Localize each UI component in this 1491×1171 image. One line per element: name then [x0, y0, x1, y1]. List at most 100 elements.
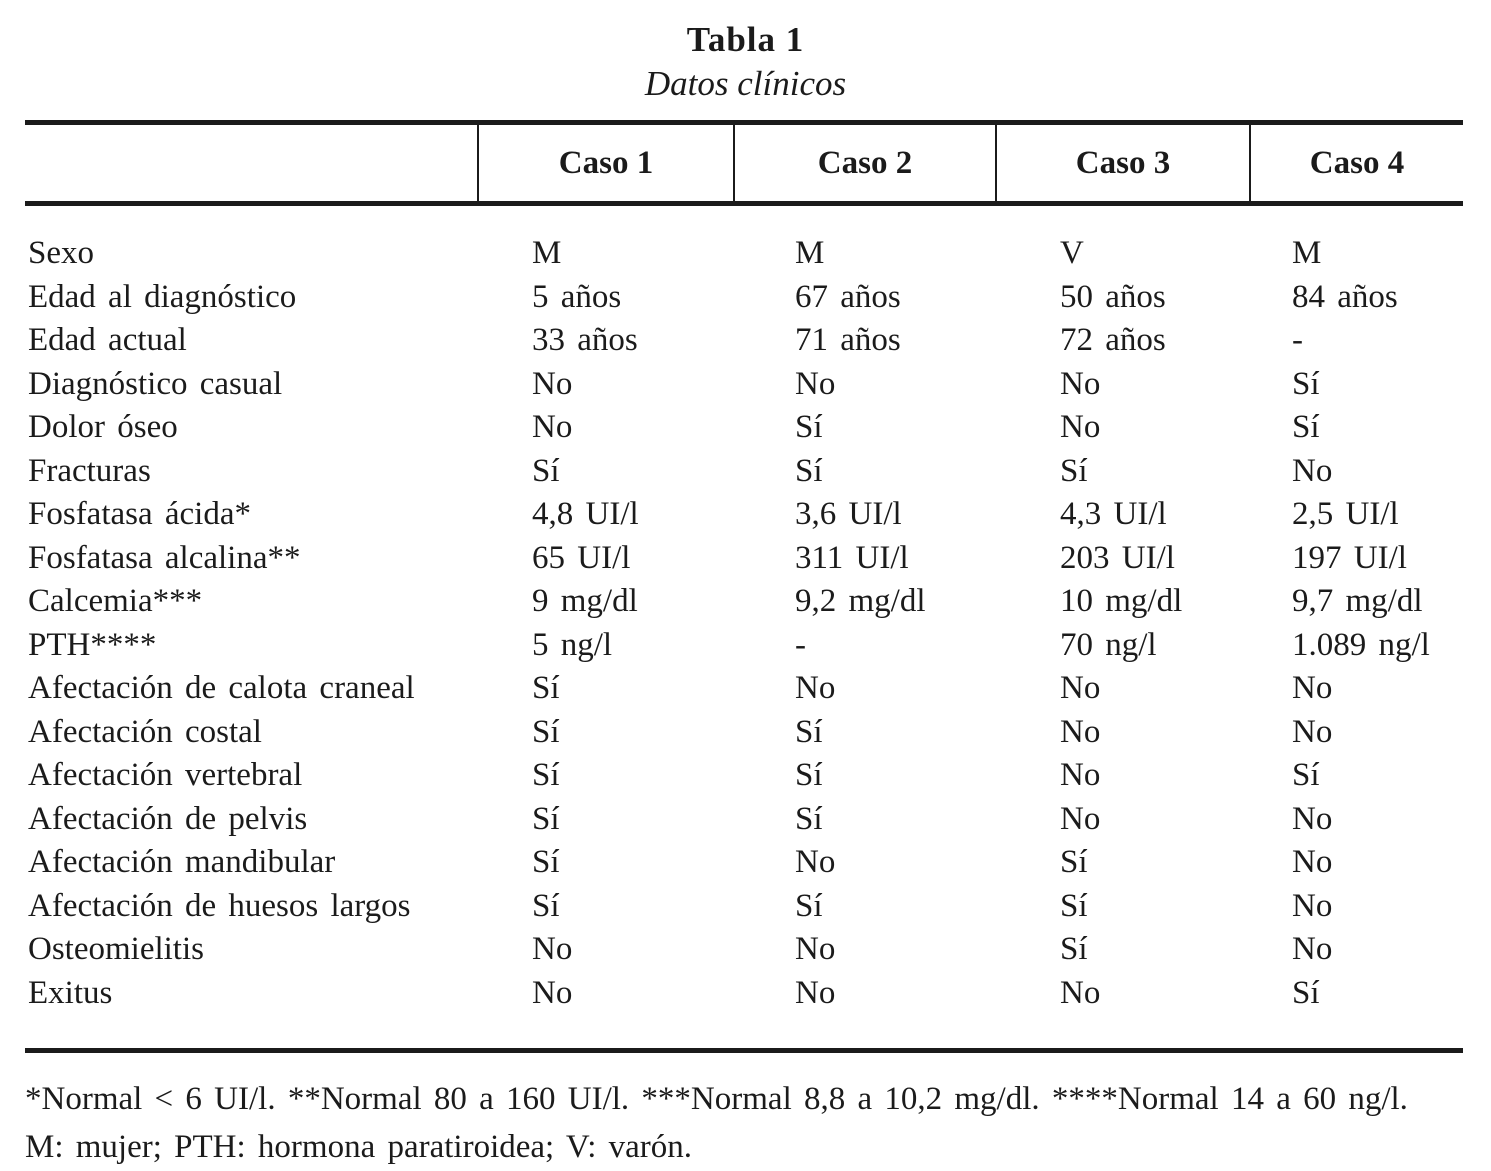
- cell-value: Sí: [795, 887, 823, 924]
- cell-value: Sí: [1060, 931, 1088, 967]
- title-block: Tabla 1 Datos clínicos: [0, 0, 1491, 104]
- cell-value: Sí: [1292, 757, 1320, 793]
- footnotes: *Normal < 6 UI/l. **Normal 80 a 160 UI/l…: [25, 1075, 1491, 1171]
- cell-value: Sí: [532, 757, 560, 793]
- row-label: Osteomielitis: [28, 931, 204, 967]
- row-label: PTH****: [28, 626, 157, 663]
- table-row: Afectación de pelvis Sí Sí No No: [25, 798, 1463, 842]
- row-label: Edad actual: [28, 322, 187, 358]
- cell-value: 33 años: [532, 322, 638, 358]
- cell-value: No: [478, 971, 734, 1053]
- cell-value: M: [532, 235, 562, 271]
- cell-value: Sí: [795, 452, 823, 489]
- cell-value: 9,7 mg/dl: [1292, 583, 1423, 619]
- cell-value: No: [1292, 670, 1333, 706]
- cell-value: No: [1292, 713, 1333, 750]
- cell-value: No: [795, 844, 836, 880]
- row-label: Fosfatasa alcalina**: [28, 539, 301, 576]
- table-row: Fosfatasa ácida* 4,8 UI/l 3,6 UI/l 4,3 UI/l…: [25, 493, 1463, 537]
- cell-value: Sí: [1060, 452, 1088, 489]
- cell-value: No: [996, 971, 1250, 1053]
- cell-value: -: [795, 626, 806, 663]
- cell-value: No: [1060, 670, 1101, 706]
- table-row: Afectación de calota craneal Sí No No No: [25, 667, 1463, 711]
- cell-value: No: [1292, 887, 1333, 924]
- table-row: Sexo M M V M: [25, 204, 1463, 276]
- header-row: Caso 1 Caso 2 Caso 3 Caso 4: [25, 120, 1463, 206]
- cell-value: 5 años: [532, 278, 622, 315]
- table-row: Fosfatasa alcalina** 65 UI/l 311 UI/l 203 U…: [25, 537, 1463, 581]
- cell-value: M: [1292, 235, 1322, 271]
- cell-value: Sí: [1292, 409, 1320, 445]
- cell-value: Sí: [1060, 844, 1088, 880]
- table-body: Sexo M M V M Edad al diagnóstico 5 años 67 años…: [25, 204, 1463, 1053]
- cell-value: 67 años: [795, 278, 901, 315]
- cell-value: 1.089 ng/l: [1292, 626, 1430, 663]
- cell-value: Sí: [532, 844, 560, 880]
- header-caso-4: Caso 4: [1249, 120, 1463, 206]
- table-row: PTH**** 5 ng/l - 70 ng/l 1.089 ng/l: [25, 624, 1463, 668]
- row-label: Sexo: [28, 235, 94, 271]
- cell-value: No: [795, 670, 836, 706]
- row-label: Dolor óseo: [28, 409, 178, 445]
- cell-value: Sí: [795, 409, 823, 445]
- cell-value: Sí: [532, 670, 560, 706]
- row-label: Exitus: [25, 971, 478, 1053]
- row-label: Afectación de huesos largos: [28, 887, 411, 924]
- cell-value: Sí: [1292, 365, 1320, 402]
- row-label: Fracturas: [28, 452, 151, 489]
- header-empty-cell: [25, 120, 478, 206]
- cell-value: No: [795, 365, 836, 402]
- cell-value: 70 ng/l: [1060, 626, 1157, 663]
- cell-value: No: [1060, 713, 1101, 750]
- cell-value: M: [795, 235, 825, 271]
- table-row: Dolor óseo No Sí No Sí: [25, 406, 1463, 450]
- cell-value: 4,3 UI/l: [1060, 496, 1167, 532]
- row-label: Afectación de pelvis: [28, 800, 308, 837]
- table-row: Edad al diagnóstico 5 años 67 años 50 años 8…: [25, 276, 1463, 320]
- row-label: Afectación mandibular: [28, 844, 336, 880]
- table-row: Exitus No No No Sí: [25, 971, 1463, 1053]
- table-row: Afectación costal Sí Sí No No: [25, 711, 1463, 755]
- footnote-normal-ranges: *Normal < 6 UI/l. **Normal 80 a 160 UI/l…: [25, 1081, 1408, 1117]
- footnote-abbreviations: M: mujer; PTH: hormona paratiroidea; V: …: [25, 1129, 693, 1165]
- cell-value: Sí: [795, 713, 823, 750]
- row-label: Afectación de calota craneal: [28, 670, 415, 706]
- cell-value: 4,8 UI/l: [532, 496, 639, 532]
- cell-value: No: [734, 971, 996, 1053]
- cell-value: No: [795, 931, 836, 967]
- cell-value: -: [1292, 322, 1303, 358]
- cell-value: 71 años: [795, 322, 901, 358]
- table-row: Edad actual 33 años 71 años 72 años -: [25, 319, 1463, 363]
- row-label: Diagnóstico casual: [28, 365, 283, 402]
- table-row: Calcemia*** 9 mg/dl 9,2 mg/dl 10 mg/dl 9,7 m…: [25, 580, 1463, 624]
- row-label: Afectación vertebral: [28, 757, 303, 793]
- cell-value: No: [532, 409, 573, 445]
- cell-value: No: [1292, 844, 1333, 880]
- cell-value: No: [532, 365, 573, 402]
- table-title: Tabla 1: [686, 20, 805, 59]
- cell-value: 2,5 UI/l: [1292, 496, 1399, 532]
- cell-value: Sí: [532, 800, 560, 837]
- row-label: Afectación costal: [28, 713, 262, 750]
- cell-value: No: [1060, 800, 1101, 837]
- clinical-data-table: Caso 1 Caso 2 Caso 3 Caso 4 Sexo M M V M Edad…: [25, 120, 1463, 1053]
- cell-value: No: [1292, 800, 1333, 837]
- cell-value: 50 años: [1060, 278, 1166, 315]
- cell-value: 5 ng/l: [532, 626, 613, 663]
- cell-value: V: [1060, 235, 1084, 271]
- cell-value: Sí: [795, 757, 823, 793]
- cell-value: Sí: [795, 800, 823, 837]
- cell-value: 197 UI/l: [1292, 539, 1407, 576]
- table-subtitle: Datos clínicos: [644, 64, 847, 103]
- header-caso-1: Caso 1: [477, 120, 734, 206]
- cell-value: Sí: [532, 887, 560, 924]
- table-row: Fracturas Sí Sí Sí No: [25, 450, 1463, 494]
- row-label: Edad al diagnóstico: [28, 278, 297, 315]
- cell-value: 311 UI/l: [795, 539, 909, 576]
- cell-value: No: [1060, 409, 1101, 445]
- cell-value: 72 años: [1060, 322, 1166, 358]
- row-label: Calcemia***: [28, 583, 203, 619]
- table-row: Osteomielitis No No Sí No: [25, 928, 1463, 972]
